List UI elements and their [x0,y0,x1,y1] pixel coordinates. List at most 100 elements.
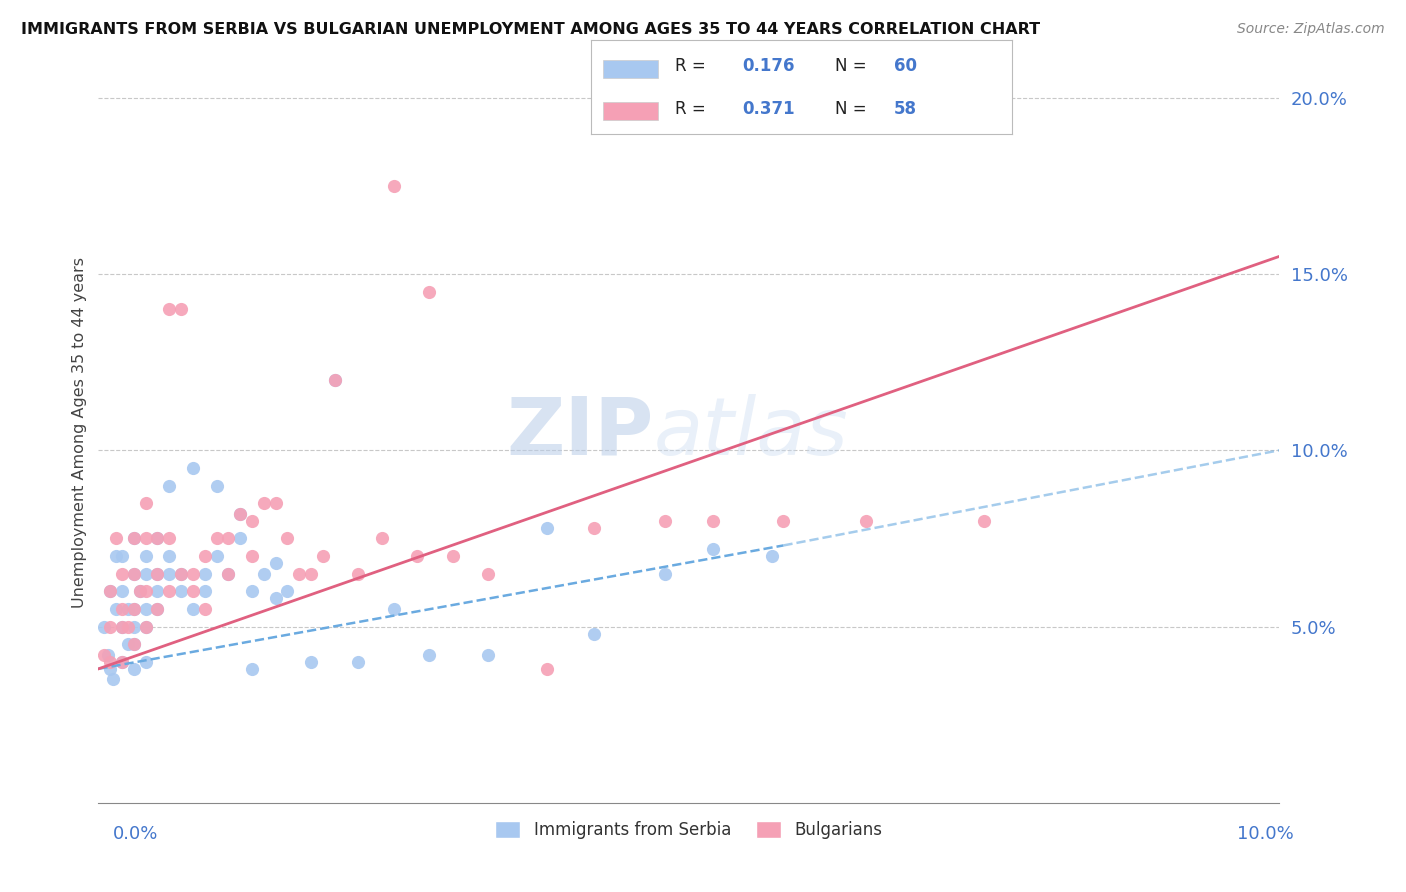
Point [98,619,121,633]
Point [418,285,440,299]
Y-axis label: Unemployment Among Ages 35 to 44 years: Unemployment Among Ages 35 to 44 years [72,257,87,608]
Point [122,532,145,546]
Text: 10.0%: 10.0% [1237,825,1294,843]
Point [761,549,783,563]
Point [371,532,394,546]
Point [170,566,193,581]
Point [323,373,346,387]
Point [702,514,724,528]
Text: ZIP: ZIP [506,393,654,472]
Point [122,662,145,676]
Point [146,532,169,546]
Point [105,549,128,563]
Point [111,584,134,599]
Point [122,532,145,546]
Point [101,673,124,687]
Point [312,549,335,563]
Point [122,602,145,616]
Point [117,637,139,651]
Text: atlas: atlas [654,393,848,472]
Point [418,648,440,662]
Point [299,655,322,669]
Point [181,566,204,581]
Point [347,655,370,669]
Point [146,532,169,546]
Point [194,602,217,616]
Point [477,566,499,581]
Text: 0.371: 0.371 [742,100,794,118]
Point [117,602,139,616]
Point [772,514,794,528]
Point [194,584,217,599]
Text: Source: ZipAtlas.com: Source: ZipAtlas.com [1237,22,1385,37]
Point [276,584,298,599]
Point [111,619,134,633]
Text: N =: N = [835,57,872,75]
Bar [603,103,658,120]
Point [111,566,134,581]
Point [98,584,121,599]
Point [157,532,180,546]
Point [194,549,217,563]
Point [276,532,298,546]
Point [135,619,157,633]
Point [264,556,287,570]
Point [170,302,193,317]
Point [264,591,287,606]
Point [157,549,180,563]
Point [98,584,121,599]
Point [382,178,405,193]
Point [146,566,169,581]
Point [93,619,115,633]
Point [105,532,128,546]
Point [122,602,145,616]
Point [406,549,429,563]
Point [240,549,263,563]
Point [146,602,169,616]
Point [205,478,228,492]
Point [135,532,157,546]
Point [157,566,180,581]
Point [93,648,115,662]
Point [146,566,169,581]
Bar [603,60,658,78]
Point [135,549,157,563]
Point [135,584,157,599]
Point [146,602,169,616]
Text: R =: R = [675,100,711,118]
Point [217,566,239,581]
Point [181,602,204,616]
Point [323,373,346,387]
Point [181,461,204,475]
Point [111,655,134,669]
Point [128,584,150,599]
Point [194,566,217,581]
Text: N =: N = [835,100,872,118]
Point [111,619,134,633]
Point [122,566,145,581]
Point [122,637,145,651]
Point [170,584,193,599]
Point [217,566,239,581]
Point [253,566,276,581]
Point [122,566,145,581]
Point [583,626,606,640]
Text: R =: R = [675,57,711,75]
Point [477,648,499,662]
Point [347,566,370,581]
Point [122,637,145,651]
Point [205,549,228,563]
Point [229,507,252,521]
Point [240,514,263,528]
Point [264,496,287,510]
Point [536,521,558,535]
Point [382,602,405,616]
Point [97,648,120,662]
Point [229,507,252,521]
Point [253,496,276,510]
Point [128,584,150,599]
Point [973,514,995,528]
Point [855,514,877,528]
Point [217,532,239,546]
Point [583,521,606,535]
